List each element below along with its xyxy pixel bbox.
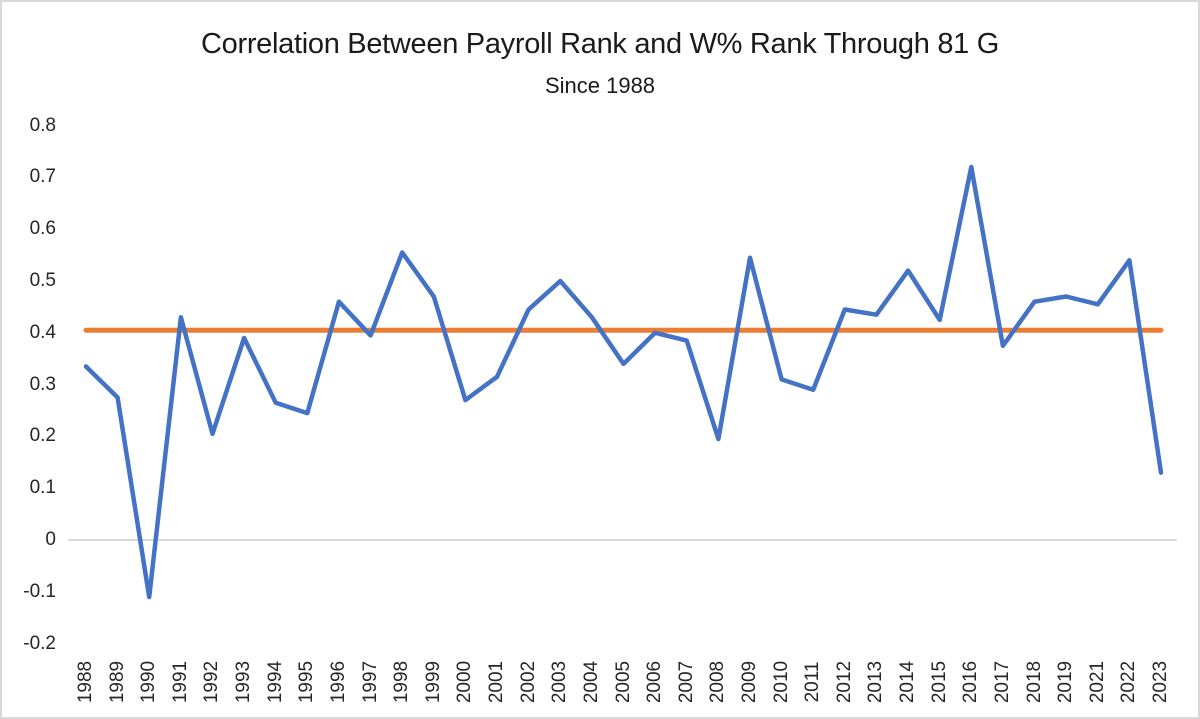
x-tick-label: 2010: [770, 660, 792, 704]
x-tick-label: 2009: [738, 660, 760, 704]
x-tick-label: 2011: [802, 661, 824, 703]
x-tick-label: 1993: [233, 660, 255, 704]
x-tick-label: 2007: [675, 660, 697, 704]
x-tick-label: 2023: [1150, 660, 1171, 704]
y-tick-label: 0.2: [29, 425, 56, 447]
x-tick-label: 2006: [644, 660, 666, 704]
x-tick-label: 2012: [833, 660, 855, 704]
x-tick-label: 2016: [960, 660, 982, 704]
x-tick-label: 1990: [138, 660, 160, 704]
x-tick-label: 1997: [359, 660, 381, 704]
x-tick-label: 1996: [327, 660, 349, 704]
x-tick-label: 1992: [201, 660, 223, 704]
x-tick-label: 1991: [169, 660, 191, 704]
x-tick-label: 2018: [1023, 660, 1045, 704]
x-tick-label: 1998: [391, 660, 413, 704]
x-tick-label: 2013: [865, 660, 887, 704]
x-tick-label: 1995: [296, 660, 318, 704]
y-tick-label: 0.4: [29, 321, 56, 343]
y-tick-label: 0.1: [29, 477, 56, 499]
x-tick-label: 2022: [1118, 660, 1140, 704]
y-tick-label: 0.6: [29, 218, 56, 240]
y-tick-label: 0.7: [29, 166, 56, 188]
x-tick-label: 2014: [897, 660, 919, 704]
chart-subtitle: Since 1988: [544, 73, 656, 98]
x-tick-label: 2019: [1055, 660, 1077, 704]
x-tick-label: 2017: [991, 660, 1013, 704]
x-tick-label: 2003: [549, 660, 571, 704]
x-tick-label: 2001: [486, 660, 508, 704]
chart-title: Correlation Between Payroll Rank and W% …: [200, 28, 999, 60]
y-tick-label: 0.8: [29, 114, 56, 136]
x-tick-label: 2005: [612, 660, 634, 704]
x-tick-label: 1989: [106, 660, 128, 704]
x-tick-label: 2002: [517, 660, 539, 704]
x-tick-label: 2004: [580, 660, 602, 704]
y-tick-label: 0: [45, 529, 56, 550]
y-tick-label: -0.1: [23, 580, 56, 602]
x-tick-label: 1994: [264, 660, 286, 704]
x-tick-label: 2008: [707, 660, 729, 704]
y-tick-label: -0.2: [23, 632, 56, 654]
x-tick-label: 1999: [422, 660, 444, 704]
x-tick-label: 2015: [928, 660, 950, 704]
correlation-by-year: [83, 164, 1164, 600]
y-tick-label: 0.5: [29, 270, 56, 291]
y-tick-label: 0.3: [29, 373, 56, 395]
x-tick-label: 1988: [75, 660, 96, 704]
x-tick-label: 2000: [454, 660, 476, 704]
x-tick-label: 2021: [1086, 660, 1108, 704]
